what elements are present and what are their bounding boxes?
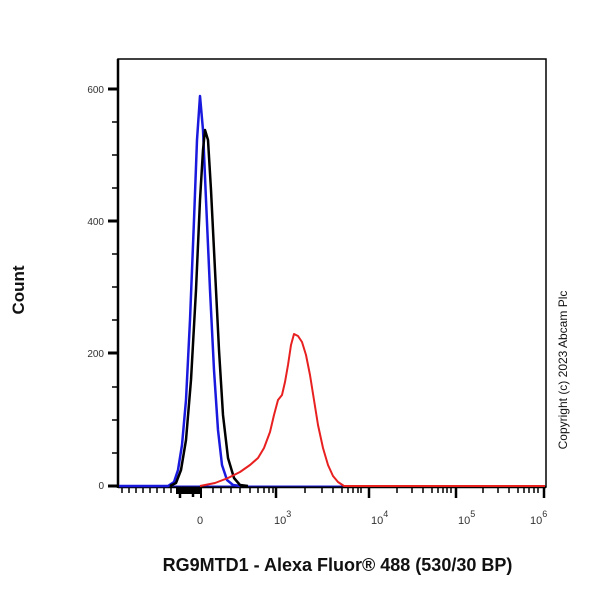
copyright-notice: Copyright (c) 2023 Abcam Plc bbox=[552, 250, 574, 490]
series-red-histogram bbox=[199, 333, 545, 487]
y-axis-label-text: Count bbox=[9, 265, 28, 315]
y-tick-label-600: 600 bbox=[87, 85, 104, 96]
x-tick-label-1e3: 103 bbox=[274, 509, 291, 527]
series-blue-histogram bbox=[119, 94, 241, 488]
x-tick-label-1e4: 104 bbox=[371, 509, 388, 527]
y-axis-tick-labels: 0 200 400 600 bbox=[87, 85, 104, 492]
copyright-text: Copyright (c) 2023 Abcam Plc bbox=[556, 290, 570, 450]
y-tick-label-200: 200 bbox=[87, 349, 104, 360]
plot-frame bbox=[117, 58, 547, 488]
x-tick-label-0: 0 bbox=[197, 515, 203, 527]
x-axis-ticks bbox=[121, 488, 546, 498]
x-axis-tick-labels: 0 103 104 105 106 bbox=[197, 509, 547, 527]
y-axis-ticks bbox=[108, 87, 118, 488]
y-tick-label-0: 0 bbox=[98, 481, 104, 492]
series-black-histogram bbox=[169, 128, 249, 488]
y-axis-label: Count bbox=[4, 260, 34, 320]
x-axis-label: RG9MTD1 - Alexa Fluor® 488 (530/30 BP) bbox=[162, 555, 513, 575]
x-tick-label-1e6: 106 bbox=[530, 509, 547, 527]
x-tick-label-1e5: 105 bbox=[458, 509, 475, 527]
y-tick-label-400: 400 bbox=[87, 217, 104, 228]
